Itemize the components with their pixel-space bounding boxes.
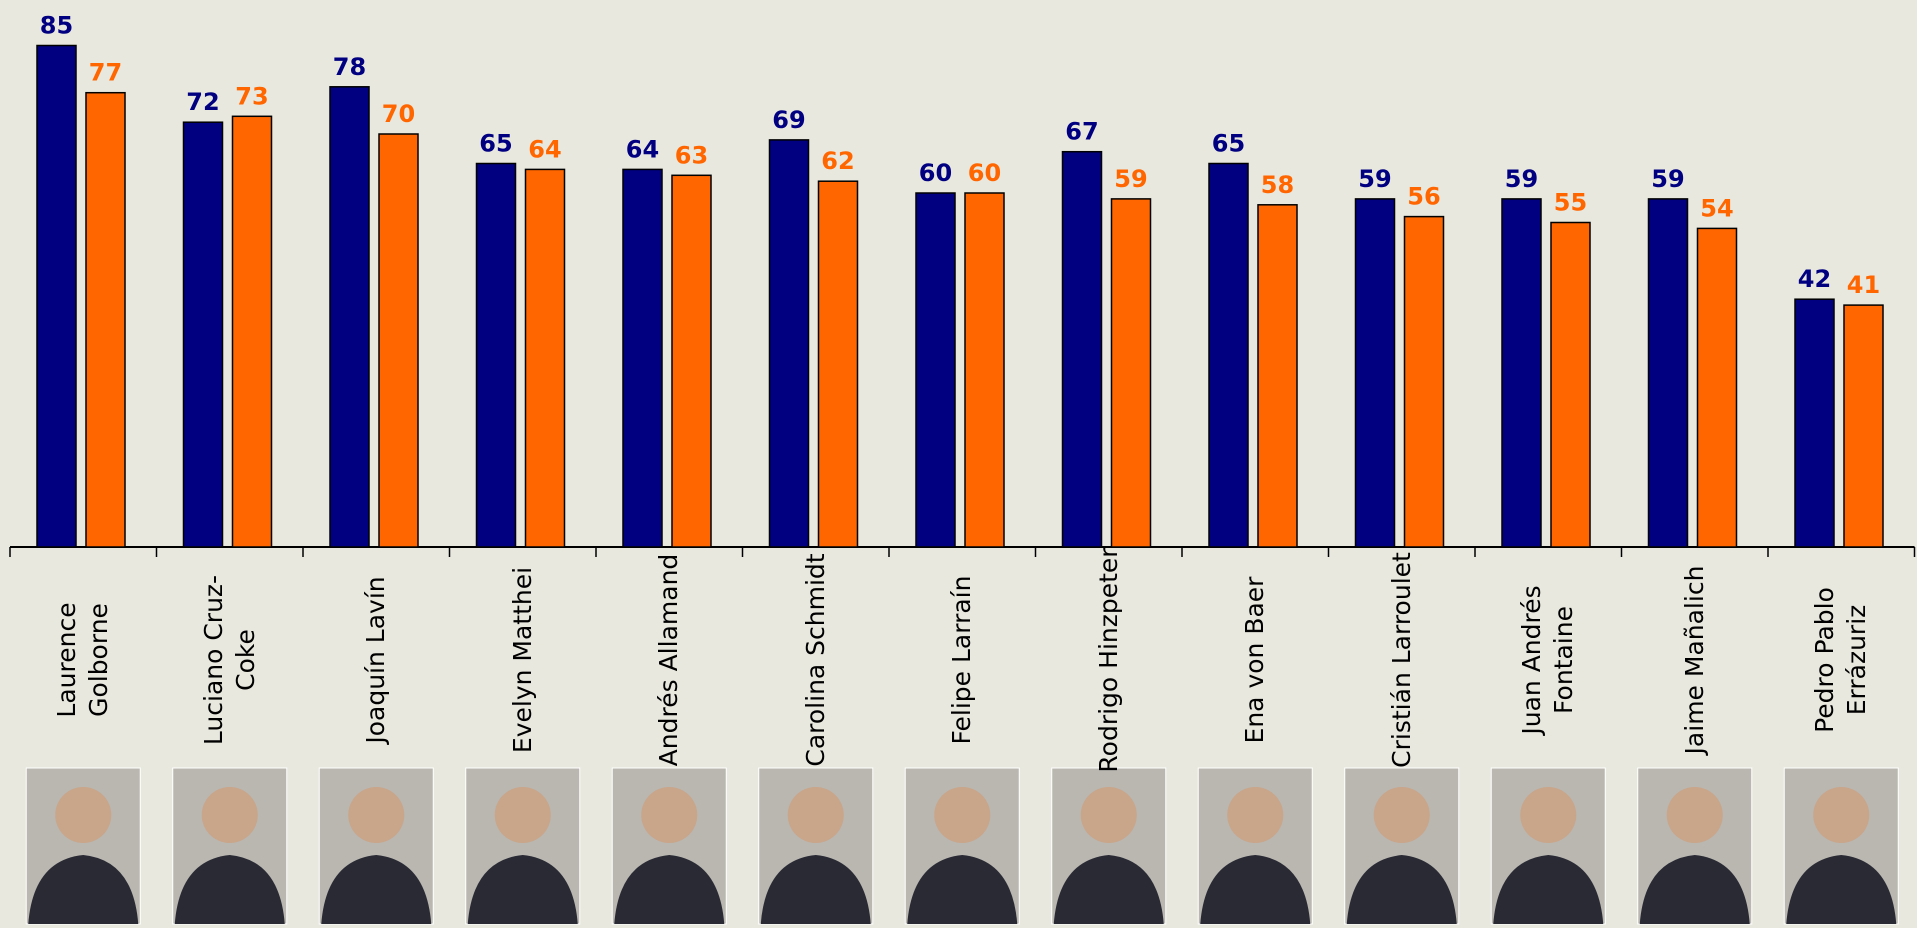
bar — [378, 133, 419, 548]
value-label: 60 — [968, 159, 1001, 187]
bar — [1061, 150, 1103, 548]
value-label: 73 — [235, 82, 268, 110]
bar — [964, 192, 1005, 548]
value-label: 78 — [333, 53, 366, 81]
photo-body — [1639, 855, 1750, 924]
photo-body — [760, 855, 871, 924]
photo-body — [907, 855, 1018, 924]
photo-head — [348, 787, 405, 843]
category-label: Laurence Golborne — [51, 602, 114, 718]
photo-body — [1200, 855, 1311, 924]
photo-head — [201, 787, 258, 843]
photo-head — [1373, 787, 1430, 843]
bar — [231, 115, 273, 548]
photo-body — [467, 855, 578, 924]
bar — [1403, 215, 1445, 548]
category-label: Luciano Cruz-Coke — [198, 574, 260, 746]
bar — [182, 121, 224, 548]
photo-body — [174, 855, 285, 924]
bar — [1208, 162, 1249, 548]
value-label: 63 — [675, 141, 708, 169]
category-label: Carolina Schmidt — [800, 553, 830, 767]
photo-body — [1786, 855, 1897, 924]
value-label: 54 — [1700, 194, 1733, 222]
category-label: Joaquín Lavín — [361, 576, 390, 744]
photo-head — [494, 787, 551, 843]
photo-body — [614, 855, 725, 924]
category-label: Ena von Baer — [1240, 576, 1269, 744]
value-label: 59 — [1114, 165, 1147, 193]
photo-head — [1080, 787, 1137, 843]
photo-body — [1346, 855, 1457, 924]
value-label: 72 — [186, 88, 219, 116]
photo-head — [1666, 787, 1723, 843]
bar — [475, 162, 517, 548]
category-label: Evelyn Matthei — [507, 566, 537, 754]
value-label: 42 — [1798, 265, 1831, 293]
photo-head — [641, 787, 698, 843]
value-label: 60 — [919, 159, 952, 187]
value-label: 56 — [1407, 183, 1440, 211]
photo-body — [1053, 855, 1164, 924]
bar — [1110, 198, 1152, 548]
category-label: Andrés Allamand — [654, 553, 683, 767]
bar — [671, 174, 712, 548]
value-label: 59 — [1358, 165, 1391, 193]
bar — [817, 180, 859, 548]
value-label: 70 — [382, 100, 415, 128]
value-label: 62 — [821, 147, 854, 175]
photo-head — [1813, 787, 1870, 843]
bar — [622, 168, 663, 548]
bar — [524, 168, 566, 548]
photo-body — [1493, 855, 1604, 924]
value-label: 64 — [626, 135, 659, 163]
value-label: 69 — [772, 106, 805, 134]
category-label: Jaime Mañalich — [1679, 565, 1709, 755]
value-label: 85 — [40, 12, 73, 40]
bar — [1550, 221, 1591, 548]
value-label: 41 — [1847, 271, 1880, 299]
bar — [1257, 204, 1298, 548]
bar — [36, 44, 77, 548]
category-label: Rodrigo Hinzpeter — [1093, 547, 1123, 773]
photo-body — [321, 855, 432, 924]
photo-head — [1520, 787, 1577, 843]
value-label: 65 — [1212, 130, 1245, 158]
bar — [1647, 198, 1689, 548]
value-label: 77 — [89, 59, 122, 87]
bar — [1794, 298, 1835, 548]
category-label: Felipe Larraín — [947, 575, 976, 745]
bar — [1501, 198, 1542, 548]
value-label: 65 — [479, 130, 512, 158]
photo-body — [28, 855, 139, 924]
bar — [915, 192, 956, 548]
value-label: 67 — [1065, 118, 1098, 146]
value-label: 59 — [1651, 165, 1684, 193]
bar — [1843, 304, 1884, 548]
photo-head — [55, 787, 112, 843]
value-label: 55 — [1554, 189, 1587, 217]
photo-head — [787, 787, 844, 843]
bar — [85, 91, 126, 548]
photo-head — [934, 787, 991, 843]
bar — [768, 139, 810, 548]
value-label: 64 — [528, 135, 561, 163]
bar — [329, 86, 370, 548]
bar — [1354, 198, 1396, 548]
bar — [1696, 227, 1738, 548]
category-label: Juan Andrés Fontaine — [1516, 585, 1579, 735]
category-label: Cristián Larroulet — [1386, 552, 1416, 768]
category-label: Pedro Pablo Errázuriz — [1809, 587, 1872, 733]
value-label: 58 — [1261, 171, 1294, 199]
photo-head — [1227, 787, 1284, 843]
value-label: 59 — [1505, 165, 1538, 193]
